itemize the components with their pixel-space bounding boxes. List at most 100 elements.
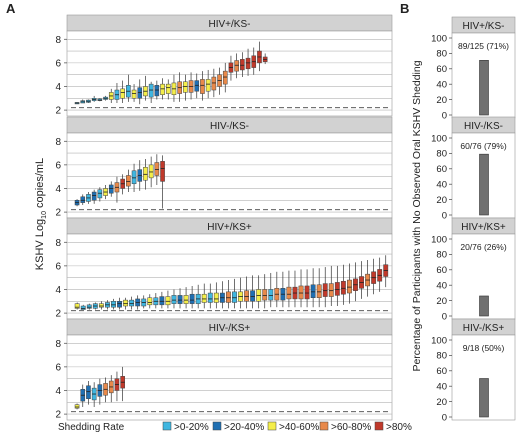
y-tick-label: 8 [55,35,61,46]
box-item [371,258,377,295]
y-tick-label: 100 [431,133,447,144]
y-tick-label: 4 [55,82,61,93]
box-item [131,163,137,193]
box-item [137,79,143,105]
box-item [256,275,262,309]
y-axis-label-a: KSHV Log10 copies/mL [34,158,48,270]
box-item [97,187,103,202]
box-body [91,191,97,201]
box-body [262,289,268,301]
box-item [91,189,97,204]
box-item [120,80,125,104]
box-item [114,176,120,203]
box-item [160,155,165,209]
box-body [200,79,205,94]
box-body [86,385,91,399]
legend-label: >40-60% [279,422,319,433]
box-item [154,154,160,185]
box-body [147,297,153,306]
legend-swatch [212,421,222,431]
box-item [165,79,171,100]
y-axis-label-a-tail: copies/mL [34,158,46,211]
box-item [213,282,219,309]
box-item [228,55,234,81]
y-tick-label: 4 [55,285,61,296]
legend-label: >20-40% [224,422,264,433]
box-item [126,74,131,102]
y-tick-label: 40 [436,281,447,292]
box-item [80,194,86,206]
y-tick-label: 6 [55,261,61,272]
y-tick-label: 0 [442,311,447,322]
box-body [183,295,189,304]
box-item [359,261,364,299]
box-item [183,287,189,309]
box-body [328,283,334,297]
legend-label: >80% [386,422,412,433]
box-item [232,278,237,309]
panel-a-label: A [6,1,16,16]
box-item [262,53,268,65]
box-body [160,161,165,182]
box-item [80,99,86,104]
box-body [148,83,154,98]
box-body [86,304,92,309]
box-body [232,291,237,303]
y-tick-label: 4 [55,184,61,195]
box-item [200,71,205,101]
box-body [129,299,135,307]
box-body [268,289,274,301]
box-body [74,404,80,409]
y-tick-label: 0 [442,412,447,423]
box-item [286,270,292,308]
box-item [292,270,298,308]
box-item [160,78,165,100]
box-body [131,89,137,99]
y-tick-label: 0 [442,210,447,221]
box-item [165,290,171,309]
box-item [177,72,182,102]
box-item [114,371,120,402]
box-body [97,189,103,199]
box-item [365,259,371,297]
bar-annotation: 9/18 (50%) [463,343,505,353]
box-item [245,48,251,76]
box-item [226,280,231,309]
box-body [143,166,148,181]
box-body [298,285,304,300]
bar-panel-4: HIV-/KS+ 0 20 40 60 80 100 9/18 (50%) [431,318,516,423]
box-body [234,60,239,72]
box-body [117,301,122,308]
box-body [74,303,80,309]
bar-panel-1: HIV+/KS- 0 20 40 60 80 100 89/125 (71%) [431,16,516,121]
box-item [117,297,122,310]
y-tick-label: 4 [55,386,61,397]
box-item [86,381,91,405]
legend-item: >60-80% [319,421,371,433]
box-item [74,102,80,105]
y-tick-label: 6 [55,58,61,69]
y-tick-label: 20 [436,397,447,408]
box-body [244,290,250,302]
panel-title: HIV+/KS- [463,21,505,32]
y-tick-label: 0 [442,110,447,121]
box-body [304,285,310,300]
box-item [154,80,160,100]
box-body [322,283,328,297]
box-item [103,377,108,403]
y-tick-label: 60 [436,164,447,175]
y-tick-label: 2 [55,208,61,219]
bar-panel-2: HIV-/KS- 0 20 40 60 80 100 60/76 (79%) [431,116,516,221]
box-item [98,301,104,310]
y-tick-label: 20 [436,195,447,206]
box-item [217,67,222,95]
bar-annotation: 20/76 (26%) [460,242,506,252]
box-item [274,271,280,308]
box-item [126,169,131,193]
panel-title: HIV-/KS- [210,121,249,132]
box-item [347,263,352,304]
box-item [148,156,154,188]
box-item [114,82,120,104]
box-body [240,59,245,71]
